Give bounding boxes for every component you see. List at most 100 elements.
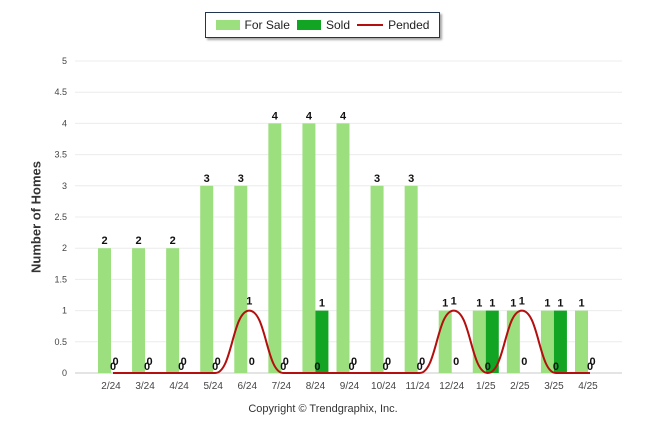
x-tick-label: 2/24 (101, 381, 121, 392)
data-label-for-sale: 4 (272, 110, 279, 122)
x-tick-label: 3/25 (544, 381, 564, 392)
x-tick-label: 6/24 (238, 381, 258, 392)
bar-sold (485, 310, 499, 373)
data-label-pended: 1 (451, 296, 457, 308)
data-label-pended: 0 (485, 361, 491, 373)
data-label-for-sale: 1 (510, 298, 516, 310)
legend-item-for-sale[interactable]: For Sale (215, 18, 290, 32)
data-label-pended: 1 (246, 296, 252, 308)
y-tick-label: 4.5 (54, 87, 67, 97)
x-tick-label: 4/24 (169, 381, 189, 392)
x-tick-label: 1/25 (476, 381, 496, 392)
legend-label-sold: Sold (325, 18, 350, 32)
data-label-for-sale: 4 (306, 110, 313, 122)
y-tick-label: 0 (62, 368, 67, 378)
x-tick-label: 11/24 (405, 381, 430, 392)
bar-for-sale (404, 185, 418, 373)
bar-for-sale (132, 248, 146, 373)
data-label-pended: 0 (314, 361, 320, 373)
bar-for-sale (268, 123, 282, 374)
x-tick-label: 7/24 (272, 381, 292, 392)
x-tick-label: 9/24 (340, 381, 360, 392)
data-label-sold: 0 (419, 356, 425, 368)
data-label-pended: 0 (144, 361, 150, 373)
bar-for-sale (370, 185, 384, 373)
data-label-pended: 0 (417, 361, 423, 373)
bar-for-sale (438, 310, 452, 373)
bar-for-sale (234, 185, 248, 373)
y-tick-label: 1.5 (54, 274, 67, 284)
bar-for-sale (200, 185, 214, 373)
legend-swatch-pended (357, 24, 384, 26)
y-tick-label: 2 (62, 243, 67, 253)
legend-label-pended: Pended (388, 18, 430, 32)
x-tick-label: 12/24 (439, 381, 464, 392)
bar-sold (315, 310, 329, 373)
y-tick-label: 4 (62, 118, 67, 128)
data-label-for-sale: 3 (204, 173, 210, 185)
y-tick-label: 3 (62, 181, 67, 191)
data-label-sold: 0 (453, 356, 459, 368)
bar-for-sale (166, 248, 180, 373)
bar-for-sale (302, 123, 316, 374)
x-tick-label: 10/24 (371, 381, 396, 392)
line-pended (113, 309, 590, 375)
legend-label-for-sale: For Sale (244, 18, 290, 32)
data-label-for-sale: 1 (578, 298, 584, 310)
x-tick-label: 2/25 (510, 381, 530, 392)
y-tick-label: 3.5 (54, 150, 67, 160)
y-tick-label: 2.5 (54, 212, 67, 222)
data-label-sold: 0 (385, 356, 391, 368)
data-label-sold: 1 (489, 298, 495, 310)
data-label-for-sale: 1 (442, 298, 448, 310)
data-label-sold: 0 (181, 356, 187, 368)
data-label-for-sale: 2 (101, 235, 107, 247)
data-label-sold: 0 (521, 356, 527, 368)
data-label-pended: 0 (348, 361, 354, 373)
data-label-sold: 0 (215, 356, 221, 368)
data-label-sold: 0 (351, 356, 357, 368)
data-label-for-sale: 1 (476, 298, 482, 310)
data-label-for-sale: 3 (238, 173, 244, 185)
bar-for-sale (506, 310, 520, 373)
data-label-for-sale: 2 (136, 235, 142, 247)
data-label-sold: 1 (319, 298, 325, 310)
data-label-pended: 0 (383, 361, 389, 373)
data-label-pended: 0 (178, 361, 184, 373)
data-label-sold: 1 (557, 298, 563, 310)
copyright-text: Copyright © Trendgraphix, Inc. (248, 403, 398, 415)
y-axis-title: Number of Homes (28, 161, 44, 273)
legend-item-pended[interactable]: Pended (357, 18, 429, 32)
data-label-for-sale: 1 (544, 298, 550, 310)
bar-for-sale (336, 123, 350, 374)
data-label-sold: 0 (283, 356, 289, 368)
legend-item-sold[interactable]: Sold (296, 18, 350, 32)
data-label-pended: 0 (110, 361, 116, 373)
data-label-pended: 0 (553, 361, 559, 373)
bar-for-sale (575, 310, 588, 373)
data-label-pended: 0 (212, 361, 218, 373)
x-tick-label: 8/24 (306, 381, 326, 392)
bar-for-sale (98, 248, 111, 373)
data-label-sold: 0 (112, 356, 118, 368)
x-tick-label: 4/25 (578, 381, 598, 392)
x-tick-label: 5/24 (203, 381, 223, 392)
data-label-for-sale: 3 (408, 173, 414, 185)
data-label-for-sale: 2 (170, 235, 176, 247)
data-label-for-sale: 4 (340, 110, 347, 122)
data-label-sold: 0 (147, 356, 153, 368)
legend-swatch-for-sale (215, 20, 240, 30)
data-label-sold: 0 (249, 356, 255, 368)
data-label-sold: 0 (589, 356, 595, 368)
data-label-pended: 0 (587, 361, 593, 373)
data-label-for-sale: 3 (374, 173, 380, 185)
bar-sold (553, 310, 567, 373)
legend-swatch-sold (296, 20, 321, 30)
y-tick-label: 0.5 (54, 337, 67, 347)
y-tick-label: 5 (62, 56, 67, 66)
data-label-pended: 0 (280, 361, 286, 373)
x-tick-label: 3/24 (135, 381, 155, 392)
data-label-pended: 1 (519, 296, 525, 308)
chart-legend: For Sale Sold Pended (205, 12, 440, 38)
